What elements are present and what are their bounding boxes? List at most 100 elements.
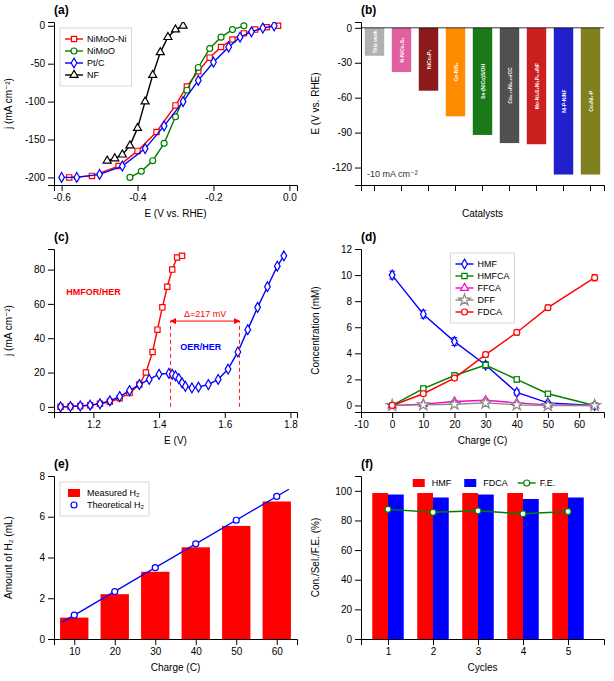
tick: 30 bbox=[481, 412, 493, 430]
panel-title: (f) bbox=[361, 457, 373, 471]
marker bbox=[592, 275, 598, 281]
y-axis: -120-90-60-300 bbox=[332, 23, 362, 186]
bar-label: N-NiCo₂S₄ bbox=[399, 37, 405, 62]
marker bbox=[483, 362, 488, 367]
error-bar bbox=[545, 305, 551, 310]
legend-marker bbox=[459, 294, 471, 305]
annotation-text: -10 mA cm⁻² bbox=[367, 169, 418, 179]
tick: 50 bbox=[543, 412, 555, 430]
panel-title: (b) bbox=[361, 3, 376, 17]
marker bbox=[150, 349, 155, 354]
marker bbox=[107, 396, 113, 406]
tick-label: 60 bbox=[574, 419, 586, 430]
axis-line bbox=[362, 413, 605, 419]
plot-area bbox=[372, 493, 584, 639]
tick-label: 4 bbox=[346, 348, 352, 359]
line bbox=[392, 275, 595, 405]
marker bbox=[241, 23, 247, 29]
y-axis: -200-150-100-500 bbox=[25, 20, 55, 185]
tick-label: 1.8 bbox=[284, 419, 298, 430]
tick-mark bbox=[48, 517, 54, 518]
marker bbox=[514, 329, 520, 335]
error-bar bbox=[483, 362, 489, 369]
error-bar bbox=[483, 352, 489, 357]
marker bbox=[514, 388, 520, 398]
series bbox=[385, 506, 571, 516]
marker bbox=[59, 172, 65, 182]
legend-item: F.E. bbox=[518, 478, 556, 488]
line bbox=[130, 26, 244, 178]
line bbox=[62, 26, 275, 178]
marker bbox=[226, 42, 232, 52]
marker bbox=[475, 508, 481, 514]
tick-mark bbox=[548, 412, 549, 418]
tick-label: 1 bbox=[386, 646, 392, 657]
marker bbox=[165, 284, 170, 289]
marker bbox=[138, 168, 144, 174]
tick-mark bbox=[579, 412, 580, 418]
tick-mark bbox=[355, 327, 361, 328]
legend-marker bbox=[462, 309, 468, 315]
series bbox=[67, 23, 281, 180]
panel-title: (e) bbox=[54, 457, 69, 471]
marker bbox=[146, 374, 152, 384]
plot-area bbox=[59, 22, 281, 182]
marker bbox=[430, 509, 436, 515]
panel: -100102030405060024681012Charge (C)Conce… bbox=[310, 230, 605, 446]
tick: 0 bbox=[39, 634, 54, 645]
legend-label: HMFCA bbox=[478, 271, 510, 281]
axis-line bbox=[355, 250, 362, 413]
marker bbox=[195, 75, 201, 85]
bar bbox=[568, 497, 584, 639]
tick-label: 20 bbox=[110, 646, 122, 657]
series bbox=[389, 270, 597, 410]
legend: HMFHMFCAFFCADFFFDCA bbox=[451, 253, 515, 323]
tick-mark bbox=[355, 639, 361, 640]
bar bbox=[523, 499, 539, 639]
legend-item: HMFCA bbox=[456, 271, 510, 281]
tick: 10 bbox=[418, 412, 430, 430]
tick: -10 bbox=[354, 412, 369, 430]
legend-label: Measured H₂ bbox=[87, 488, 140, 498]
tick bbox=[455, 185, 456, 191]
legend: HMFFDCAF.E. bbox=[413, 478, 556, 488]
error-bar bbox=[514, 330, 520, 335]
tick-label: 10 bbox=[418, 419, 430, 430]
tick: 50 bbox=[231, 639, 243, 657]
tick: 1 bbox=[386, 639, 392, 657]
tick: 20 bbox=[449, 412, 461, 430]
tick bbox=[401, 185, 402, 191]
marker bbox=[389, 402, 395, 408]
y-axis: 024681012 bbox=[341, 244, 362, 413]
tick-mark bbox=[48, 64, 54, 65]
marker bbox=[97, 169, 103, 179]
marker bbox=[207, 46, 213, 52]
tick: 20 bbox=[110, 639, 122, 657]
chart-root: -0.6-0.4-0.20.0-200-150-100-500E (V vs. … bbox=[0, 0, 614, 681]
marker bbox=[117, 392, 123, 402]
legend-item: HMF bbox=[456, 259, 498, 269]
tick: 10 bbox=[69, 639, 81, 657]
tick-mark bbox=[568, 639, 569, 645]
tick-mark bbox=[355, 520, 361, 521]
tick: -90 bbox=[338, 127, 361, 138]
tick: 40 bbox=[191, 639, 203, 657]
tick: 60 bbox=[341, 545, 361, 556]
tick-mark bbox=[388, 639, 389, 645]
marker bbox=[451, 375, 457, 381]
bar bbox=[446, 28, 465, 116]
tick-label: 30 bbox=[481, 419, 493, 430]
x-axis-title: E (V) bbox=[164, 435, 187, 446]
tick: 0 bbox=[346, 400, 361, 411]
tick-mark bbox=[401, 185, 402, 191]
tick-mark bbox=[536, 185, 537, 191]
panel: 12345020406080100CyclesCon./Sel./F.E. (%… bbox=[310, 457, 605, 673]
bar-label: This work bbox=[372, 30, 378, 54]
tick-label: 0 bbox=[346, 400, 352, 411]
tick-mark bbox=[213, 185, 214, 191]
tick-mark bbox=[355, 550, 361, 551]
legend-marker bbox=[71, 48, 77, 54]
tick-label: 2 bbox=[346, 374, 352, 385]
legend-swatch bbox=[413, 479, 425, 487]
panel: -0.6-0.4-0.20.0-200-150-100-500E (V vs. … bbox=[3, 3, 298, 219]
